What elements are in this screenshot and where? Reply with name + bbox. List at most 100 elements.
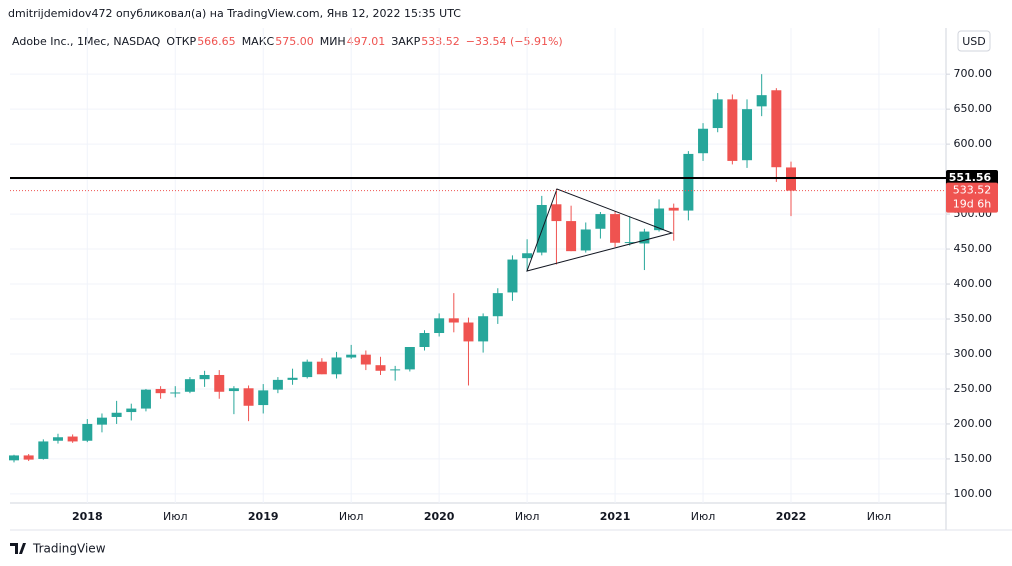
candle-body — [639, 231, 650, 244]
footer: TradingView — [32, 542, 106, 556]
hline-label-box — [946, 170, 998, 187]
candle-body — [316, 361, 327, 375]
y-tick-label: 250.00 — [954, 382, 993, 395]
last-price-label: 533.52 — [953, 184, 992, 197]
legend-symbol: Adobe Inc., 1Мес, NASDAQ — [12, 35, 161, 48]
header: dmitrijdemidov472 опубликовал(а) на Trad… — [8, 7, 461, 20]
candle-body — [287, 377, 298, 380]
candle-body — [566, 221, 577, 252]
candle-body — [155, 388, 166, 394]
x-tick-label: Июл — [515, 510, 540, 523]
candle-body — [82, 423, 93, 441]
candle-body — [698, 128, 709, 154]
y-tick-label: 300.00 — [954, 347, 993, 360]
candle-body — [610, 214, 621, 243]
x-tick-label: Июл — [691, 510, 716, 523]
candle-body — [742, 109, 753, 161]
x-tick-label: 2022 — [776, 510, 807, 523]
candle-body — [624, 242, 635, 244]
candle-body — [67, 436, 78, 442]
candle-body — [375, 365, 386, 371]
legend-low-label: МИН — [320, 35, 346, 48]
candle-body — [536, 204, 547, 253]
candle-body — [96, 417, 107, 425]
x-tick-label: 2019 — [248, 510, 279, 523]
y-tick-label: 400.00 — [954, 277, 993, 290]
candle-body — [302, 361, 313, 378]
y-tick-label: 200.00 — [954, 417, 993, 430]
candle-body — [52, 437, 63, 441]
legend-change: −33.54 (−5.91%) — [466, 35, 563, 48]
candle-body — [786, 167, 796, 191]
candle-body — [140, 389, 151, 409]
candle-body — [272, 379, 283, 390]
candle-body — [404, 346, 415, 370]
candle-body — [228, 388, 239, 392]
candle-body — [111, 412, 122, 417]
candle-body — [434, 318, 445, 334]
legend-open-label: ОТКР — [166, 35, 196, 48]
candle-body — [360, 354, 371, 365]
candle-body — [507, 259, 518, 293]
candle-body — [38, 441, 49, 459]
legend-close-label: ЗАКР — [391, 35, 420, 48]
candle-body — [243, 388, 254, 406]
currency-box[interactable] — [957, 30, 991, 52]
candle-body — [258, 390, 269, 406]
triangle-drawing — [526, 188, 674, 272]
x-tick-label: 2021 — [600, 510, 631, 523]
y-tick-label: 700.00 — [954, 67, 993, 80]
y-tick-label: 350.00 — [954, 312, 993, 325]
candle-body — [595, 214, 606, 229]
y-tick-label: 600.00 — [954, 137, 993, 150]
x-tick-label: 2018 — [72, 510, 103, 523]
candle-body — [346, 354, 357, 358]
candle-body — [9, 455, 19, 461]
candle-body — [492, 293, 503, 317]
candle-body — [654, 208, 665, 231]
candle-body — [390, 369, 401, 371]
y-tick-label: 650.00 — [954, 102, 993, 115]
candle-body — [199, 374, 210, 380]
x-tick-label: 2020 — [424, 510, 455, 523]
candle-body — [331, 357, 342, 375]
hline-label: 551.56 — [949, 171, 992, 184]
grid: 100.00 150.00 200.00 250.00 300.00 350.00 400.… — [10, 28, 992, 523]
x-tick-label: Июл — [867, 510, 892, 523]
candle-body — [771, 90, 782, 168]
legend-high: 575.00 — [275, 35, 314, 48]
candle-body — [170, 392, 181, 394]
legend-high-label: МАКС — [242, 35, 275, 48]
currency: USD — [962, 35, 986, 48]
candle-body — [756, 95, 767, 107]
candle-body — [727, 99, 738, 161]
candle-body — [580, 229, 591, 251]
candle-body — [712, 99, 723, 129]
legend-close: 533.52 — [421, 35, 460, 48]
candle-body — [126, 408, 137, 413]
candles — [9, 74, 796, 463]
candle-body — [214, 374, 225, 392]
candle-body — [668, 207, 679, 211]
triangle — [526, 188, 674, 272]
y-tick-label: 100.00 — [954, 487, 993, 500]
logo-icon — [10, 543, 26, 554]
legend-open: 566.65 — [197, 35, 236, 48]
x-tick-label: Июл — [163, 510, 188, 523]
candle-body — [683, 153, 694, 211]
y-tick-label: 450.00 — [954, 242, 993, 255]
legend: Adobe Inc., 1Мес, NASDAQ ОТКР 566.65 МАКС 57… — [12, 35, 563, 48]
legend-low: 497.01 — [347, 35, 386, 48]
countdown: 19d 6h — [953, 198, 991, 211]
candle-body — [522, 253, 533, 259]
candle-body — [184, 379, 195, 392]
candle-body — [463, 322, 474, 342]
candle-body — [448, 318, 459, 323]
candle-body — [23, 455, 34, 460]
candle-body — [419, 333, 430, 347]
last-price-box — [946, 182, 998, 213]
logo — [10, 543, 26, 554]
candle-body — [478, 316, 489, 342]
